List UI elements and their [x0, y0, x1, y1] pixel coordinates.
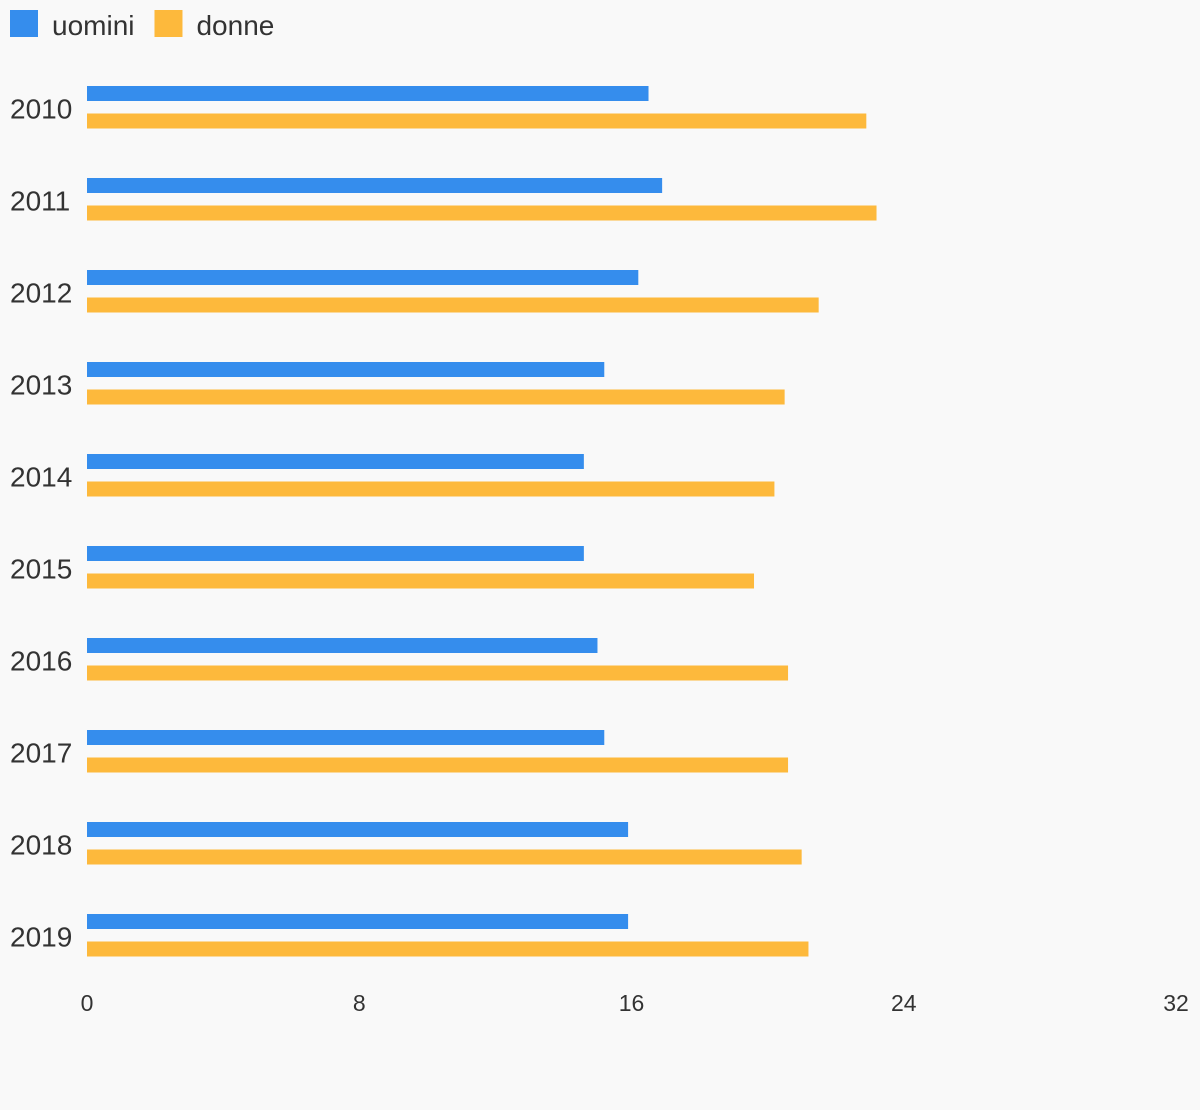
legend: uomini donne — [10, 10, 274, 41]
x-tick-label-16: 16 — [619, 990, 645, 1016]
bar-uomini-2017 — [87, 730, 605, 745]
legend-label-uomini: uomini — [52, 10, 134, 41]
bar-donne-2010 — [87, 113, 867, 129]
x-tick-label-8: 8 — [353, 990, 366, 1016]
x-tick-label-32: 32 — [1163, 990, 1189, 1016]
x-axis: 0 8 16 24 32 — [81, 990, 1189, 1016]
category-label-2011: 2011 — [10, 185, 70, 216]
bar-donne-2012 — [87, 297, 819, 313]
bars — [87, 86, 877, 957]
bar-donne-2013 — [87, 389, 785, 405]
bar-uomini-2010 — [87, 86, 649, 101]
bar-uomini-2013 — [87, 362, 605, 377]
category-labels: 2010 2011 2012 2013 2014 2015 2016 2017 2018 2019 — [10, 93, 72, 952]
x-tick-label-24: 24 — [891, 990, 917, 1016]
legend-label-donne: donne — [196, 10, 274, 41]
bar-donne-2015 — [87, 573, 755, 589]
bar-donne-2011 — [87, 205, 877, 221]
category-label-2012: 2012 — [10, 277, 72, 308]
bar-uomini-2016 — [87, 638, 598, 653]
category-label-2019: 2019 — [10, 921, 72, 952]
bar-donne-2016 — [87, 665, 789, 681]
category-label-2016: 2016 — [10, 645, 72, 676]
bar-donne-2018 — [87, 849, 802, 865]
legend-swatch-uomini — [10, 10, 38, 37]
category-label-2018: 2018 — [10, 829, 72, 860]
category-label-2014: 2014 — [10, 461, 72, 492]
category-label-2017: 2017 — [10, 737, 72, 768]
bar-donne-2014 — [87, 481, 775, 497]
bar-uomini-2015 — [87, 546, 584, 561]
bar-uomini-2011 — [87, 178, 663, 193]
bar-uomini-2014 — [87, 454, 584, 469]
category-label-2010: 2010 — [10, 93, 72, 124]
bar-donne-2019 — [87, 941, 809, 957]
x-tick-label-0: 0 — [81, 990, 94, 1016]
category-label-2013: 2013 — [10, 369, 72, 400]
bar-uomini-2019 — [87, 914, 629, 929]
category-label-2015: 2015 — [10, 553, 72, 584]
bar-donne-2017 — [87, 757, 789, 773]
bar-uomini-2018 — [87, 822, 629, 837]
bar-uomini-2012 — [87, 270, 639, 285]
legend-swatch-donne — [154, 10, 183, 37]
